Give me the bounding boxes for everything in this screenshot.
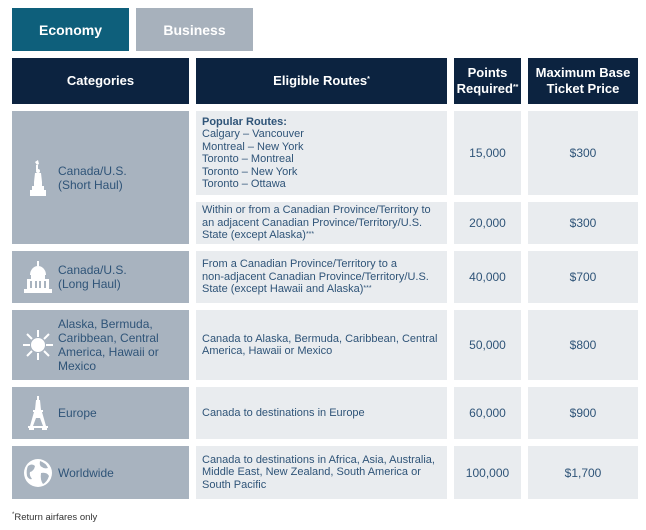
category-long-haul: Canada/U.S. (Long Haul)	[12, 251, 189, 303]
price-cell: $300	[528, 202, 638, 244]
globe-icon	[18, 457, 58, 489]
price-cell: $900	[528, 387, 638, 439]
header-eligible-routes: Eligible Routes *	[196, 58, 447, 104]
header-max-ticket-price: Maximum Base Ticket Price	[528, 58, 638, 104]
route-item: Toronto – New York	[202, 165, 298, 178]
route-cell: From a Canadian Province/Territory to a …	[196, 251, 447, 303]
points-cell: 100,000	[454, 446, 521, 499]
statue-of-liberty-icon	[18, 159, 58, 196]
route-cell: Within or from a Canadian Province/Terri…	[196, 202, 447, 244]
route-cell-popular: Popular Routes: Calgary – Vancouver Mont…	[196, 111, 447, 195]
price-cell: $300	[528, 111, 638, 195]
points-cell: 15,000	[454, 111, 521, 195]
route-cell: Canada to destinations in Europe	[196, 387, 447, 439]
route-cell: Canada to Alaska, Bermuda, Caribbean, Ce…	[196, 310, 447, 380]
snowflake-sun-icon	[18, 329, 58, 361]
points-cell: 60,000	[454, 387, 521, 439]
category-short-haul-line1: Canada/U.S.	[58, 163, 127, 178]
eiffel-tower-icon	[18, 396, 58, 430]
points-cell: 40,000	[454, 251, 521, 303]
route-item: Montreal – New York	[202, 140, 304, 153]
price-cell: $1,700	[528, 446, 638, 499]
category-sun-destinations: Alaska, Bermuda, Caribbean, Central Amer…	[12, 310, 189, 380]
route-item: Calgary – Vancouver	[202, 128, 304, 140]
price-cell: $800	[528, 310, 638, 380]
footnote: *Return airfares only	[12, 512, 98, 524]
category-worldwide: Worldwide	[12, 446, 189, 499]
tab-business[interactable]: Business	[136, 8, 253, 51]
route-item: Toronto – Ottawa	[202, 178, 286, 190]
header-categories: Categories	[12, 58, 189, 104]
route-cell: Canada to destinations in Africa, Asia, …	[196, 446, 447, 499]
tab-economy[interactable]: Economy	[12, 8, 129, 51]
points-cell: 20,000	[454, 202, 521, 244]
popular-routes-label: Popular Routes:	[202, 115, 287, 128]
header-points-required: Points Required**	[454, 58, 521, 104]
category-short-haul: Canada/U.S. (Short Haul)	[12, 111, 189, 244]
price-cell: $700	[528, 251, 638, 303]
points-cell: 50,000	[454, 310, 521, 380]
category-short-haul-line2: (Short Haul)	[58, 177, 123, 192]
category-europe: Europe	[12, 387, 189, 439]
capitol-building-icon	[18, 261, 58, 293]
route-item: Toronto – Montreal	[202, 153, 294, 165]
